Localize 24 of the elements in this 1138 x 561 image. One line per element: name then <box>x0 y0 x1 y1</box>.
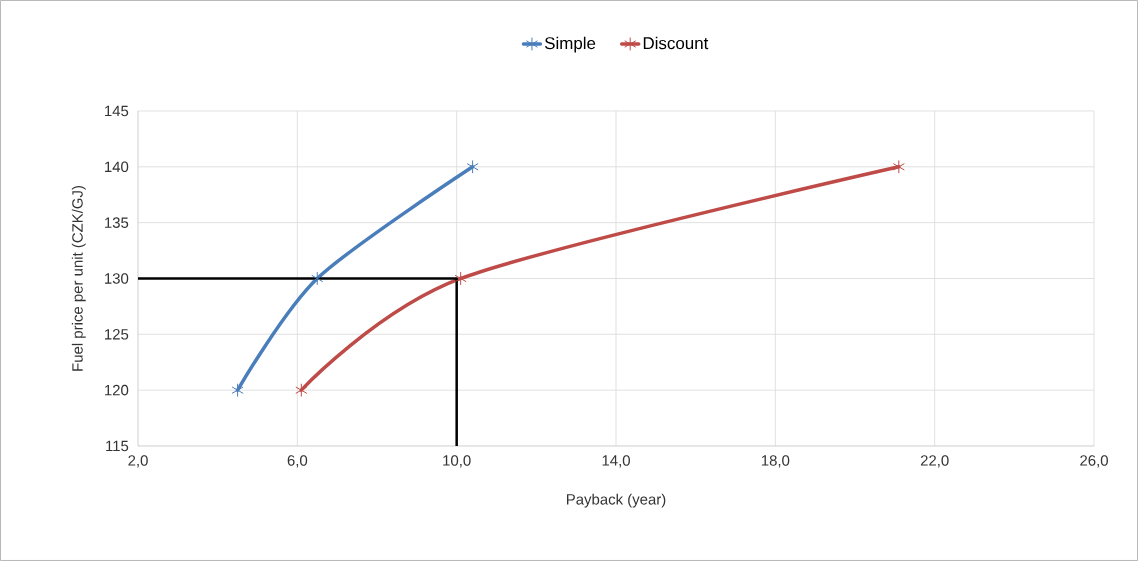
point <box>466 160 479 174</box>
point <box>231 383 244 397</box>
y-tick-label: 140 <box>105 161 129 173</box>
x-tick-label: 2,0 <box>128 455 148 468</box>
y-tick-label: 115 <box>106 440 129 452</box>
y-tick-label: 120 <box>105 384 129 396</box>
x-tick-label: 14,0 <box>602 455 630 468</box>
point <box>311 271 323 285</box>
x-tick-label: 18,0 <box>761 455 790 468</box>
x-axis-title: Payback (year) <box>566 493 666 508</box>
point <box>295 383 308 397</box>
legend-label: Simple <box>544 36 596 53</box>
y-tick-label: 135 <box>105 217 129 228</box>
y-tick-label: 125 <box>105 329 129 340</box>
point <box>893 160 905 174</box>
y-tick-label: 130 <box>105 273 129 284</box>
x-tick-label: 10,0 <box>443 455 471 468</box>
x-tick-label: 6,0 <box>287 455 308 468</box>
y-tick-label: 145 <box>105 105 129 117</box>
x-tick-label: 26,0 <box>1080 455 1108 468</box>
point <box>454 271 467 285</box>
legend-label: Discount <box>643 36 709 50</box>
x-tick-label: 22,0 <box>920 455 949 468</box>
y-axis-title: Fuel price per unit (CZK/GJ) <box>71 186 86 371</box>
